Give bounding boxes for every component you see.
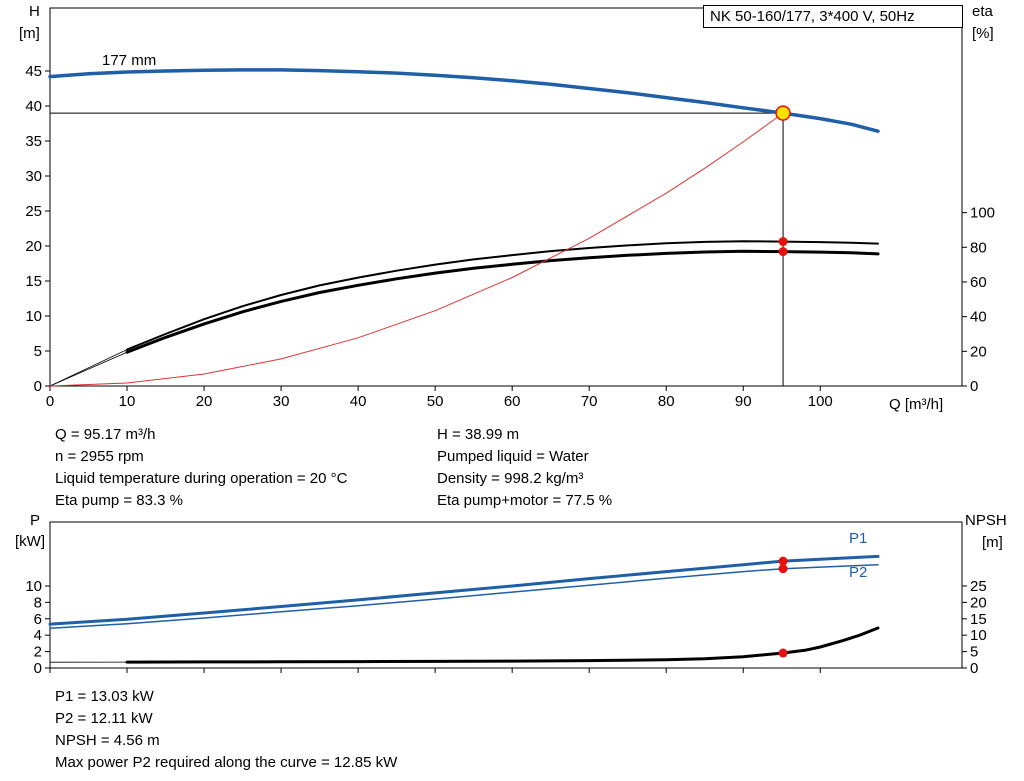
svg-text:30: 30 [25, 168, 42, 185]
info-line-speed: n = 2955 rpm [55, 448, 144, 465]
svg-text:15: 15 [970, 611, 987, 628]
svg-text:2: 2 [34, 644, 42, 661]
svg-text:40: 40 [350, 393, 367, 410]
q-axis-label: Q [m³/h] [889, 396, 944, 413]
info-line-liquid: Pumped liquid = Water [437, 448, 589, 465]
p-axis-unit-label: [kW] [15, 533, 45, 550]
svg-text:10: 10 [25, 578, 42, 595]
svg-text:100: 100 [808, 393, 833, 410]
svg-text:4: 4 [34, 627, 42, 644]
svg-text:80: 80 [970, 239, 987, 256]
svg-text:0: 0 [970, 660, 978, 677]
info-line-p1: P1 = 13.03 kW [55, 688, 154, 705]
info-line-temperature: Liquid temperature during operation = 20… [55, 470, 348, 487]
svg-text:0: 0 [970, 378, 978, 395]
svg-text:15: 15 [25, 273, 42, 290]
svg-text:25: 25 [970, 578, 987, 595]
svg-text:5: 5 [34, 343, 42, 360]
npsh-axis-unit-label: [m] [982, 534, 1003, 551]
duty-info-right-column: H = 38.99 m Pumped liquid = Water Densit… [437, 424, 612, 512]
svg-text:90: 90 [735, 393, 752, 410]
info-line-max-power: Max power P2 required along the curve = … [55, 754, 398, 771]
svg-text:0: 0 [34, 660, 42, 677]
svg-text:70: 70 [581, 393, 598, 410]
svg-text:30: 30 [273, 393, 290, 410]
svg-text:0: 0 [34, 378, 42, 395]
power-info-block: P1 = 13.03 kW P2 = 12.11 kW NPSH = 4.56 … [55, 686, 397, 774]
svg-text:50: 50 [427, 393, 444, 410]
h-axis-label: H [29, 3, 40, 20]
svg-text:20: 20 [25, 238, 42, 255]
svg-text:20: 20 [196, 393, 213, 410]
eta-axis-label: eta [972, 3, 993, 20]
svg-text:8: 8 [34, 594, 42, 611]
info-line-density: Density = 998.2 kg/m³ [437, 470, 584, 487]
info-line-eta-pump: Eta pump = 83.3 % [55, 492, 183, 509]
svg-text:10: 10 [970, 627, 987, 644]
svg-text:100: 100 [970, 205, 995, 222]
duty-info-left-column: Q = 95.17 m³/h n = 2955 rpm Liquid tempe… [55, 424, 347, 512]
svg-text:20: 20 [970, 594, 987, 611]
svg-text:60: 60 [504, 393, 521, 410]
svg-text:6: 6 [34, 611, 42, 628]
h-axis-unit-label: [m] [19, 25, 40, 42]
svg-text:45: 45 [25, 63, 42, 80]
info-line-eta-pump-motor: Eta pump+motor = 77.5 % [437, 492, 613, 509]
p2-curve-label: P2 [849, 564, 868, 581]
svg-text:60: 60 [970, 274, 987, 291]
svg-text:35: 35 [25, 133, 42, 150]
info-line-p2: P2 = 12.11 kW [55, 710, 153, 727]
p1-curve-label: P1 [849, 530, 868, 547]
svg-text:10: 10 [25, 308, 42, 325]
impeller-diameter-label: 177 mm [102, 52, 157, 69]
eta-axis-unit-label: [%] [972, 25, 994, 42]
svg-text:40: 40 [25, 98, 42, 115]
svg-text:0: 0 [46, 393, 54, 410]
pump-title: NK 50-160/177, 3*400 V, 50Hz [710, 8, 915, 25]
info-line-npsh: NPSH = 4.56 m [55, 732, 160, 749]
svg-text:20: 20 [970, 343, 987, 360]
pump-title-box: NK 50-160/177, 3*400 V, 50Hz [703, 5, 963, 28]
hq-eta-chart: 0 10 20 30 40 50 60 70 80 90 100 0 5 10 15 20 25 30 35 40 45… [25, 7, 995, 410]
svg-text:25: 25 [25, 203, 42, 220]
svg-text:80: 80 [658, 393, 675, 410]
svg-text:5: 5 [970, 644, 978, 661]
p-axis-label: P [30, 512, 41, 529]
npsh-axis-label: NPSH [965, 512, 1007, 529]
svg-text:40: 40 [970, 309, 987, 326]
info-line-head: H = 38.99 m [437, 426, 520, 443]
svg-text:10: 10 [119, 393, 136, 410]
info-line-flow: Q = 95.17 m³/h [55, 426, 156, 443]
